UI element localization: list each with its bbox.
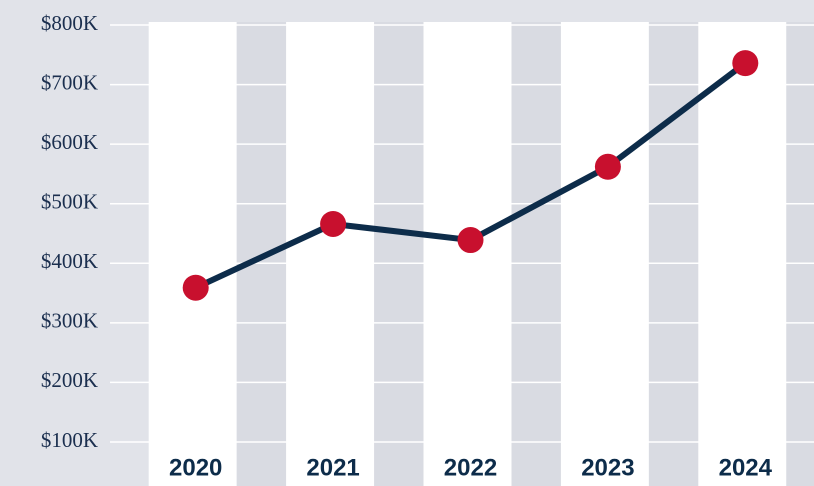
column-band [149,22,237,486]
x-tick-label: 2020 [169,454,222,481]
column-band [424,22,512,486]
marker [732,50,758,76]
column-gap [649,22,705,486]
x-tick-label: 2024 [719,454,773,481]
y-tick-label: $200K [41,368,98,392]
marker [458,227,484,253]
x-tick-label: 2022 [444,454,497,481]
y-tick-label: $100K [41,428,98,452]
y-tick-label: $800K [41,11,98,35]
y-tick-label: $400K [41,249,98,273]
y-tick-label: $300K [41,309,98,333]
y-tick-label: $500K [41,190,98,214]
marker [320,211,346,237]
y-tick-label: $700K [41,70,98,94]
x-tick-label: 2023 [581,454,634,481]
chart: $100K $200K $300K $400K $500K $600K $700K $800K… [0,0,814,486]
column-gap [786,22,814,486]
page: {"chart_data": {"type": "line", "categor… [0,0,814,486]
column-gap [374,22,430,486]
x-tick-label: 2021 [306,454,359,481]
marker [183,275,209,301]
y-tick-label: $600K [41,130,98,154]
column-band [286,22,374,486]
marker [595,154,621,180]
column-gap [512,22,568,486]
column-band [561,22,649,486]
